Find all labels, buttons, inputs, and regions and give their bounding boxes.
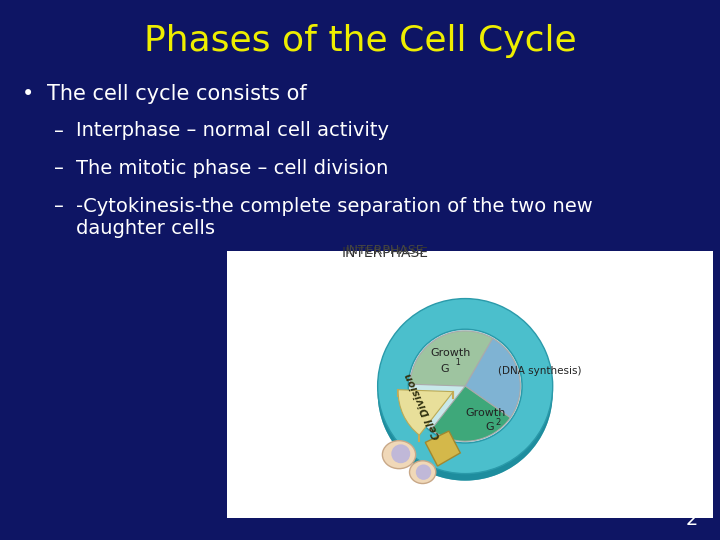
Circle shape [392,445,410,463]
Circle shape [409,330,521,442]
Ellipse shape [410,461,436,483]
Wedge shape [398,390,454,435]
Text: INTERPHASE: INTERPHASE [342,246,428,260]
Polygon shape [378,393,553,481]
Text: The mitotic phase – cell division: The mitotic phase – cell division [76,159,388,178]
Wedge shape [378,306,553,481]
Text: INTERPHASE: INTERPHASE [346,244,425,257]
Wedge shape [431,386,510,441]
Text: Cell Division: Cell Division [403,371,443,440]
Text: G: G [441,364,449,374]
Text: •: • [22,84,34,104]
Text: Interphase – normal cell activity: Interphase – normal cell activity [76,122,389,140]
Text: –: – [54,197,64,216]
FancyBboxPatch shape [227,251,713,518]
Polygon shape [426,431,460,466]
Wedge shape [410,331,492,386]
Text: 1: 1 [454,358,462,367]
Text: The cell cycle consists of: The cell cycle consists of [47,84,307,104]
Text: G: G [485,422,494,432]
Text: Phases of the Cell Cycle: Phases of the Cell Cycle [144,24,576,58]
Text: 2: 2 [495,418,500,427]
Text: 2: 2 [686,510,698,529]
Text: -Cytokinesis-the complete separation of the two new
daughter cells: -Cytokinesis-the complete separation of … [76,197,593,238]
Wedge shape [465,339,521,418]
Text: –: – [54,122,64,140]
Text: Growth: Growth [431,348,471,358]
Text: Growth: Growth [466,408,506,418]
Text: –: – [54,159,64,178]
Wedge shape [378,299,553,474]
Ellipse shape [382,441,415,469]
Text: (DNA synthesis): (DNA synthesis) [498,366,581,375]
Circle shape [417,465,431,479]
